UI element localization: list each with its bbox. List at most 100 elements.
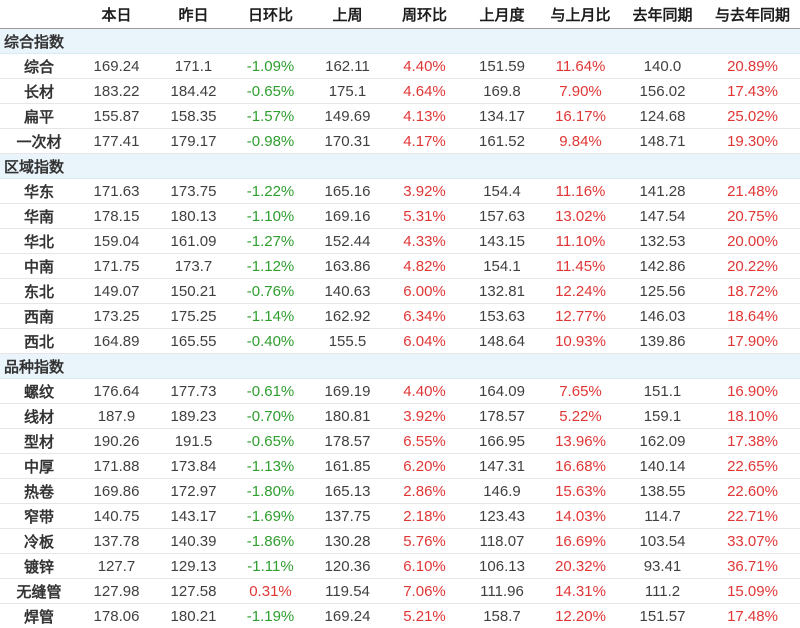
index-value-cell: 165.55 (155, 328, 232, 354)
row-label: 华北 (0, 228, 78, 254)
table-row: 华东 171.63 173.75 -1.22% 165.16 3.92% 154.4 11.1… (0, 178, 800, 204)
row-label: 扁平 (0, 103, 78, 129)
percent-change-cell: 4.17% (386, 128, 463, 154)
section-row: 品种指数 (0, 353, 800, 379)
percent-change-cell: 7.65% (541, 378, 620, 404)
column-header: 昨日 (155, 0, 232, 29)
index-value-cell: 180.13 (155, 203, 232, 229)
table-row: 中厚 171.88 173.84 -1.13% 161.85 6.20% 147.31 16.… (0, 453, 800, 479)
index-value-cell: 159.04 (78, 228, 155, 254)
section-label: 区域指数 (0, 153, 800, 179)
index-value-cell: 190.26 (78, 428, 155, 454)
index-value-cell: 155.87 (78, 103, 155, 129)
percent-change-cell: 15.09% (705, 578, 800, 604)
percent-change-cell: 11.45% (541, 253, 620, 279)
table-row: 长材 183.22 184.42 -0.65% 175.1 4.64% 169.8 7.90%… (0, 78, 800, 104)
index-value-cell: 169.16 (309, 203, 386, 229)
index-value-cell: 149.69 (309, 103, 386, 129)
table-row: 冷板 137.78 140.39 -1.86% 130.28 5.76% 118.07 16.… (0, 528, 800, 554)
index-value-cell: 127.98 (78, 578, 155, 604)
percent-change-cell: 13.96% (541, 428, 620, 454)
percent-change-cell: 25.02% (705, 103, 800, 129)
percent-change-cell: 17.43% (705, 78, 800, 104)
index-value-cell: 151.57 (620, 603, 705, 628)
table-row: 线材 187.9 189.23 -0.70% 180.81 3.92% 178.57 5.22… (0, 403, 800, 429)
index-value-cell: 178.15 (78, 203, 155, 229)
index-value-cell: 150.21 (155, 278, 232, 304)
table-row: 窄带 140.75 143.17 -1.69% 137.75 2.18% 123.43 14.… (0, 503, 800, 529)
table-row: 焊管 178.06 180.21 -1.19% 169.24 5.21% 158.7 12.2… (0, 603, 800, 628)
index-value-cell: 171.63 (78, 178, 155, 204)
percent-change-cell: 5.21% (386, 603, 463, 628)
index-value-cell: 120.36 (309, 553, 386, 579)
percent-change-cell: 18.72% (705, 278, 800, 304)
percent-change-cell: 3.92% (386, 403, 463, 429)
index-value-cell: 118.07 (463, 528, 541, 554)
column-header: 周环比 (386, 0, 463, 29)
percent-change-cell: 6.20% (386, 453, 463, 479)
index-value-cell: 138.55 (620, 478, 705, 504)
column-header: 与去年同期 (705, 0, 800, 29)
index-value-cell: 169.8 (463, 78, 541, 104)
index-value-cell: 177.73 (155, 378, 232, 404)
column-header: 与上月比 (541, 0, 620, 29)
percent-change-cell: 2.18% (386, 503, 463, 529)
percent-change-cell: 18.10% (705, 403, 800, 429)
percent-change-cell: 21.48% (705, 178, 800, 204)
index-value-cell: 175.25 (155, 303, 232, 329)
table-row: 一次材 177.41 179.17 -0.98% 170.31 4.17% 161.52 9.… (0, 128, 800, 154)
index-value-cell: 178.57 (463, 403, 541, 429)
column-header: 本日 (78, 0, 155, 29)
index-value-cell: 152.44 (309, 228, 386, 254)
index-value-cell: 170.31 (309, 128, 386, 154)
percent-change-cell: -1.10% (232, 203, 309, 229)
row-label: 中南 (0, 253, 78, 279)
row-label: 华东 (0, 178, 78, 204)
percent-change-cell: -1.09% (232, 53, 309, 79)
index-value-cell: 111.96 (463, 578, 541, 604)
index-value-cell: 125.56 (620, 278, 705, 304)
index-value-cell: 165.16 (309, 178, 386, 204)
percent-change-cell: 11.64% (541, 53, 620, 79)
section-label: 综合指数 (0, 28, 800, 54)
percent-change-cell: 13.02% (541, 203, 620, 229)
percent-change-cell: 36.71% (705, 553, 800, 579)
percent-change-cell: 4.40% (386, 378, 463, 404)
table-row: 综合 169.24 171.1 -1.09% 162.11 4.40% 151.59 11.6… (0, 53, 800, 79)
index-value-cell: 177.41 (78, 128, 155, 154)
index-value-cell: 148.71 (620, 128, 705, 154)
table-row: 无缝管 127.98 127.58 0.31% 119.54 7.06% 111.96 14.… (0, 578, 800, 604)
row-label: 西北 (0, 328, 78, 354)
index-value-cell: 140.14 (620, 453, 705, 479)
index-value-cell: 157.63 (463, 203, 541, 229)
section-row: 综合指数 (0, 28, 800, 54)
column-header: 上周 (309, 0, 386, 29)
percent-change-cell: 17.90% (705, 328, 800, 354)
percent-change-cell: 6.10% (386, 553, 463, 579)
index-value-cell: 140.75 (78, 503, 155, 529)
percent-change-cell: 20.75% (705, 203, 800, 229)
table-row: 热卷 169.86 172.97 -1.80% 165.13 2.86% 146.9 15.6… (0, 478, 800, 504)
percent-change-cell: -1.86% (232, 528, 309, 554)
percent-change-cell: -0.65% (232, 78, 309, 104)
index-value-cell: 165.13 (309, 478, 386, 504)
percent-change-cell: 14.03% (541, 503, 620, 529)
percent-change-cell: 7.90% (541, 78, 620, 104)
percent-change-cell: 15.63% (541, 478, 620, 504)
index-value-cell: 169.24 (309, 603, 386, 628)
percent-change-cell: 4.40% (386, 53, 463, 79)
percent-change-cell: -1.22% (232, 178, 309, 204)
percent-change-cell: 12.20% (541, 603, 620, 628)
index-value-cell: 132.81 (463, 278, 541, 304)
index-value-cell: 143.15 (463, 228, 541, 254)
index-value-cell: 172.97 (155, 478, 232, 504)
row-label: 无缝管 (0, 578, 78, 604)
row-label: 西南 (0, 303, 78, 329)
index-value-cell: 159.1 (620, 403, 705, 429)
index-value-cell: 111.2 (620, 578, 705, 604)
index-value-cell: 173.25 (78, 303, 155, 329)
index-value-cell: 158.7 (463, 603, 541, 628)
percent-change-cell: 16.17% (541, 103, 620, 129)
